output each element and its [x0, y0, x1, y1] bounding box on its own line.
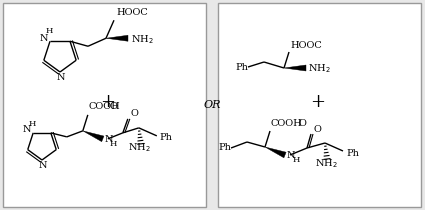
Text: COOH: COOH: [271, 119, 303, 129]
Text: N: N: [287, 151, 295, 160]
Text: N: N: [105, 135, 113, 144]
FancyBboxPatch shape: [3, 3, 206, 207]
Text: H: H: [110, 140, 117, 148]
Polygon shape: [265, 147, 286, 158]
Text: N: N: [57, 74, 65, 83]
Text: NH$_2$: NH$_2$: [314, 158, 337, 170]
Text: +: +: [311, 93, 326, 111]
Text: OR: OR: [203, 100, 221, 110]
Text: N: N: [23, 125, 31, 134]
Text: N: N: [40, 34, 48, 43]
FancyBboxPatch shape: [218, 3, 421, 207]
Text: NH$_2$: NH$_2$: [128, 142, 151, 154]
Text: Ph: Ph: [160, 133, 173, 142]
Text: H: H: [28, 120, 36, 128]
Text: NH$_2$: NH$_2$: [308, 63, 331, 75]
Text: O: O: [110, 102, 118, 111]
Polygon shape: [284, 65, 306, 71]
Text: HOOC: HOOC: [116, 8, 148, 17]
Text: HOOC: HOOC: [290, 41, 322, 50]
Text: Ph: Ph: [235, 63, 249, 71]
Text: H: H: [293, 156, 300, 164]
Text: +: +: [100, 93, 116, 111]
Text: H: H: [45, 27, 53, 35]
Text: O: O: [314, 125, 322, 134]
Text: Ph: Ph: [218, 143, 232, 152]
Text: Ph: Ph: [346, 148, 359, 158]
Text: NH$_2$: NH$_2$: [131, 33, 154, 46]
Text: O: O: [299, 119, 307, 129]
Text: O: O: [131, 109, 139, 118]
Polygon shape: [83, 131, 104, 142]
Polygon shape: [106, 35, 128, 41]
Text: COOH: COOH: [89, 102, 121, 111]
Text: N: N: [39, 161, 47, 171]
